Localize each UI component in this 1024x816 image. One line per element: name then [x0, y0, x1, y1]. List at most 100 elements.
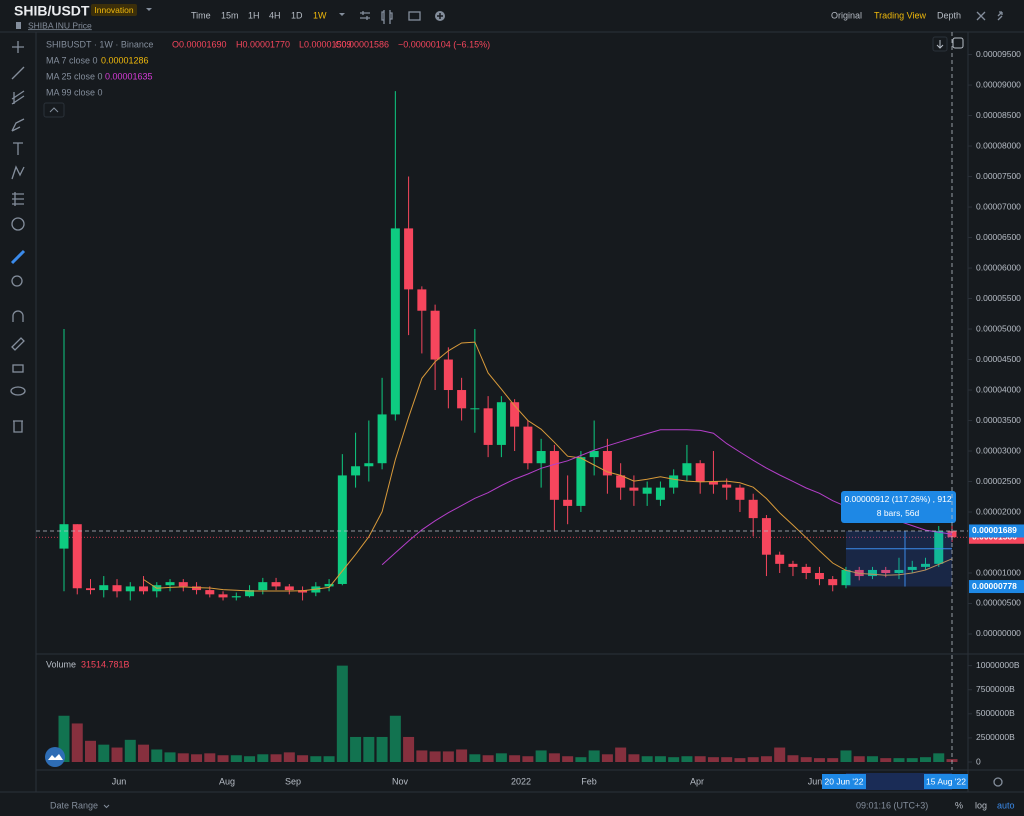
ohlc-value: L0.00001509 — [299, 39, 352, 49]
candle-body — [881, 569, 891, 574]
more-intervals[interactable] — [339, 13, 345, 16]
volume-bar — [747, 757, 759, 762]
expand-icon[interactable] — [997, 11, 1003, 21]
volume-bar — [615, 747, 627, 762]
camera-icon[interactable] — [408, 11, 421, 21]
volume-bar — [244, 756, 256, 762]
y-tick-label: 0.00003000 — [976, 445, 1021, 455]
candle-body — [523, 426, 533, 464]
subtitle[interactable]: SHIBA INU Price — [28, 20, 92, 30]
volume-bar — [270, 754, 282, 762]
settings-icon[interactable] — [360, 11, 370, 20]
option-percent[interactable]: % — [955, 800, 963, 810]
volume-bar — [336, 665, 348, 762]
interval[interactable]: 1D — [291, 10, 303, 20]
ohlc-value: C0.00001586 — [335, 39, 389, 49]
badge-bg — [91, 4, 137, 16]
candle-body — [934, 530, 944, 564]
interval[interactable]: 4H — [269, 10, 281, 20]
crosshair-tag-bg — [969, 524, 1024, 538]
view-option[interactable]: Depth — [937, 10, 961, 20]
ma-label: MA 99 close 0 — [46, 87, 103, 97]
option-log[interactable]: log — [975, 800, 987, 810]
symbol-caret[interactable] — [146, 8, 152, 11]
candle-body — [192, 586, 202, 591]
symbol[interactable]: SHIB/USDT — [14, 3, 90, 19]
candle-icon[interactable] — [381, 10, 393, 24]
volume-bar — [919, 757, 931, 762]
option-auto[interactable]: auto — [997, 800, 1015, 810]
view-option[interactable]: Original — [831, 10, 862, 20]
y-tick-label: 0.00004500 — [976, 354, 1021, 364]
trash-tool[interactable] — [13, 420, 23, 433]
view-option[interactable]: Trading View — [874, 10, 927, 20]
fib-tool[interactable] — [11, 90, 25, 105]
shrink-icon[interactable] — [976, 11, 986, 21]
interval-bar: Time 15m 1H 4H 1D 1W — [191, 10, 327, 20]
brush-tool[interactable] — [11, 118, 25, 132]
time-from-bg — [822, 774, 866, 789]
text-tool[interactable] — [13, 142, 23, 155]
volume-bar — [456, 749, 468, 762]
fullscreen-button[interactable] — [952, 37, 964, 49]
candle-body — [298, 590, 308, 593]
y-tick-label: 0.00009000 — [976, 79, 1021, 89]
volume-tick-label: 7500000B — [976, 684, 1015, 694]
candle-body — [258, 582, 268, 591]
volume-bar — [840, 750, 852, 762]
pencil-lock[interactable] — [11, 337, 25, 351]
scroll-button[interactable] — [932, 36, 948, 52]
interval[interactable]: 1H — [248, 10, 260, 20]
date-range[interactable]: Date Range — [50, 800, 98, 810]
candle-body — [404, 228, 414, 290]
line-tool[interactable] — [11, 66, 25, 80]
candle-body — [112, 585, 122, 592]
interval[interactable]: Time — [191, 10, 211, 20]
volume-last: 31514.781B — [81, 659, 130, 669]
emoji-tool[interactable] — [11, 217, 25, 231]
volume-bar — [350, 736, 362, 762]
date-range-caret — [103, 804, 110, 809]
forecast-tool[interactable] — [12, 192, 24, 206]
axis-settings[interactable] — [993, 777, 1003, 787]
ohlc-value: H0.00001770 — [236, 39, 290, 49]
candle-body — [549, 451, 559, 500]
volume-bar — [827, 758, 839, 762]
ruler-tool[interactable] — [10, 249, 26, 265]
time-label: Jun — [112, 776, 127, 786]
candle-body — [867, 569, 877, 577]
volume-bar — [575, 757, 587, 762]
crosshair-tag: 0.00001689 — [972, 525, 1017, 535]
magnet-tool[interactable] — [12, 310, 24, 322]
collapse-legend[interactable] — [43, 102, 65, 118]
volume-bar — [933, 753, 945, 762]
crosshair-tool[interactable] — [12, 41, 24, 53]
volume-bar — [548, 753, 560, 762]
interval[interactable]: 15m — [221, 10, 239, 20]
volume-label: Volume — [46, 659, 76, 669]
pattern-tool[interactable] — [11, 165, 25, 180]
candle-body — [576, 457, 586, 506]
candle-body — [761, 518, 771, 555]
zoom-tool[interactable] — [11, 275, 23, 287]
time-label: Jun — [808, 776, 823, 786]
badge: Innovation — [94, 5, 133, 15]
y-tick-label: 0.00005000 — [976, 323, 1021, 333]
lock-tool[interactable] — [12, 364, 24, 373]
y-tick-label: 0.00008000 — [976, 140, 1021, 150]
view-switch: Original Trading View Depth — [831, 10, 961, 20]
volume-bar — [85, 740, 97, 762]
candle-body — [231, 596, 241, 598]
candle-body — [72, 524, 82, 589]
measure-low-tag: 0.00000778 — [972, 581, 1017, 591]
volume-bar — [813, 758, 825, 762]
logo-glyph — [48, 754, 63, 760]
candle-body — [920, 563, 930, 567]
volume-bar — [376, 736, 388, 762]
logo-button[interactable] — [45, 747, 65, 767]
interval[interactable]: 1W — [313, 10, 327, 20]
candle-body — [324, 583, 334, 587]
time-from: 20 Jun '22 — [825, 776, 864, 786]
eye-tool[interactable] — [10, 386, 26, 396]
candle-body — [430, 310, 440, 360]
